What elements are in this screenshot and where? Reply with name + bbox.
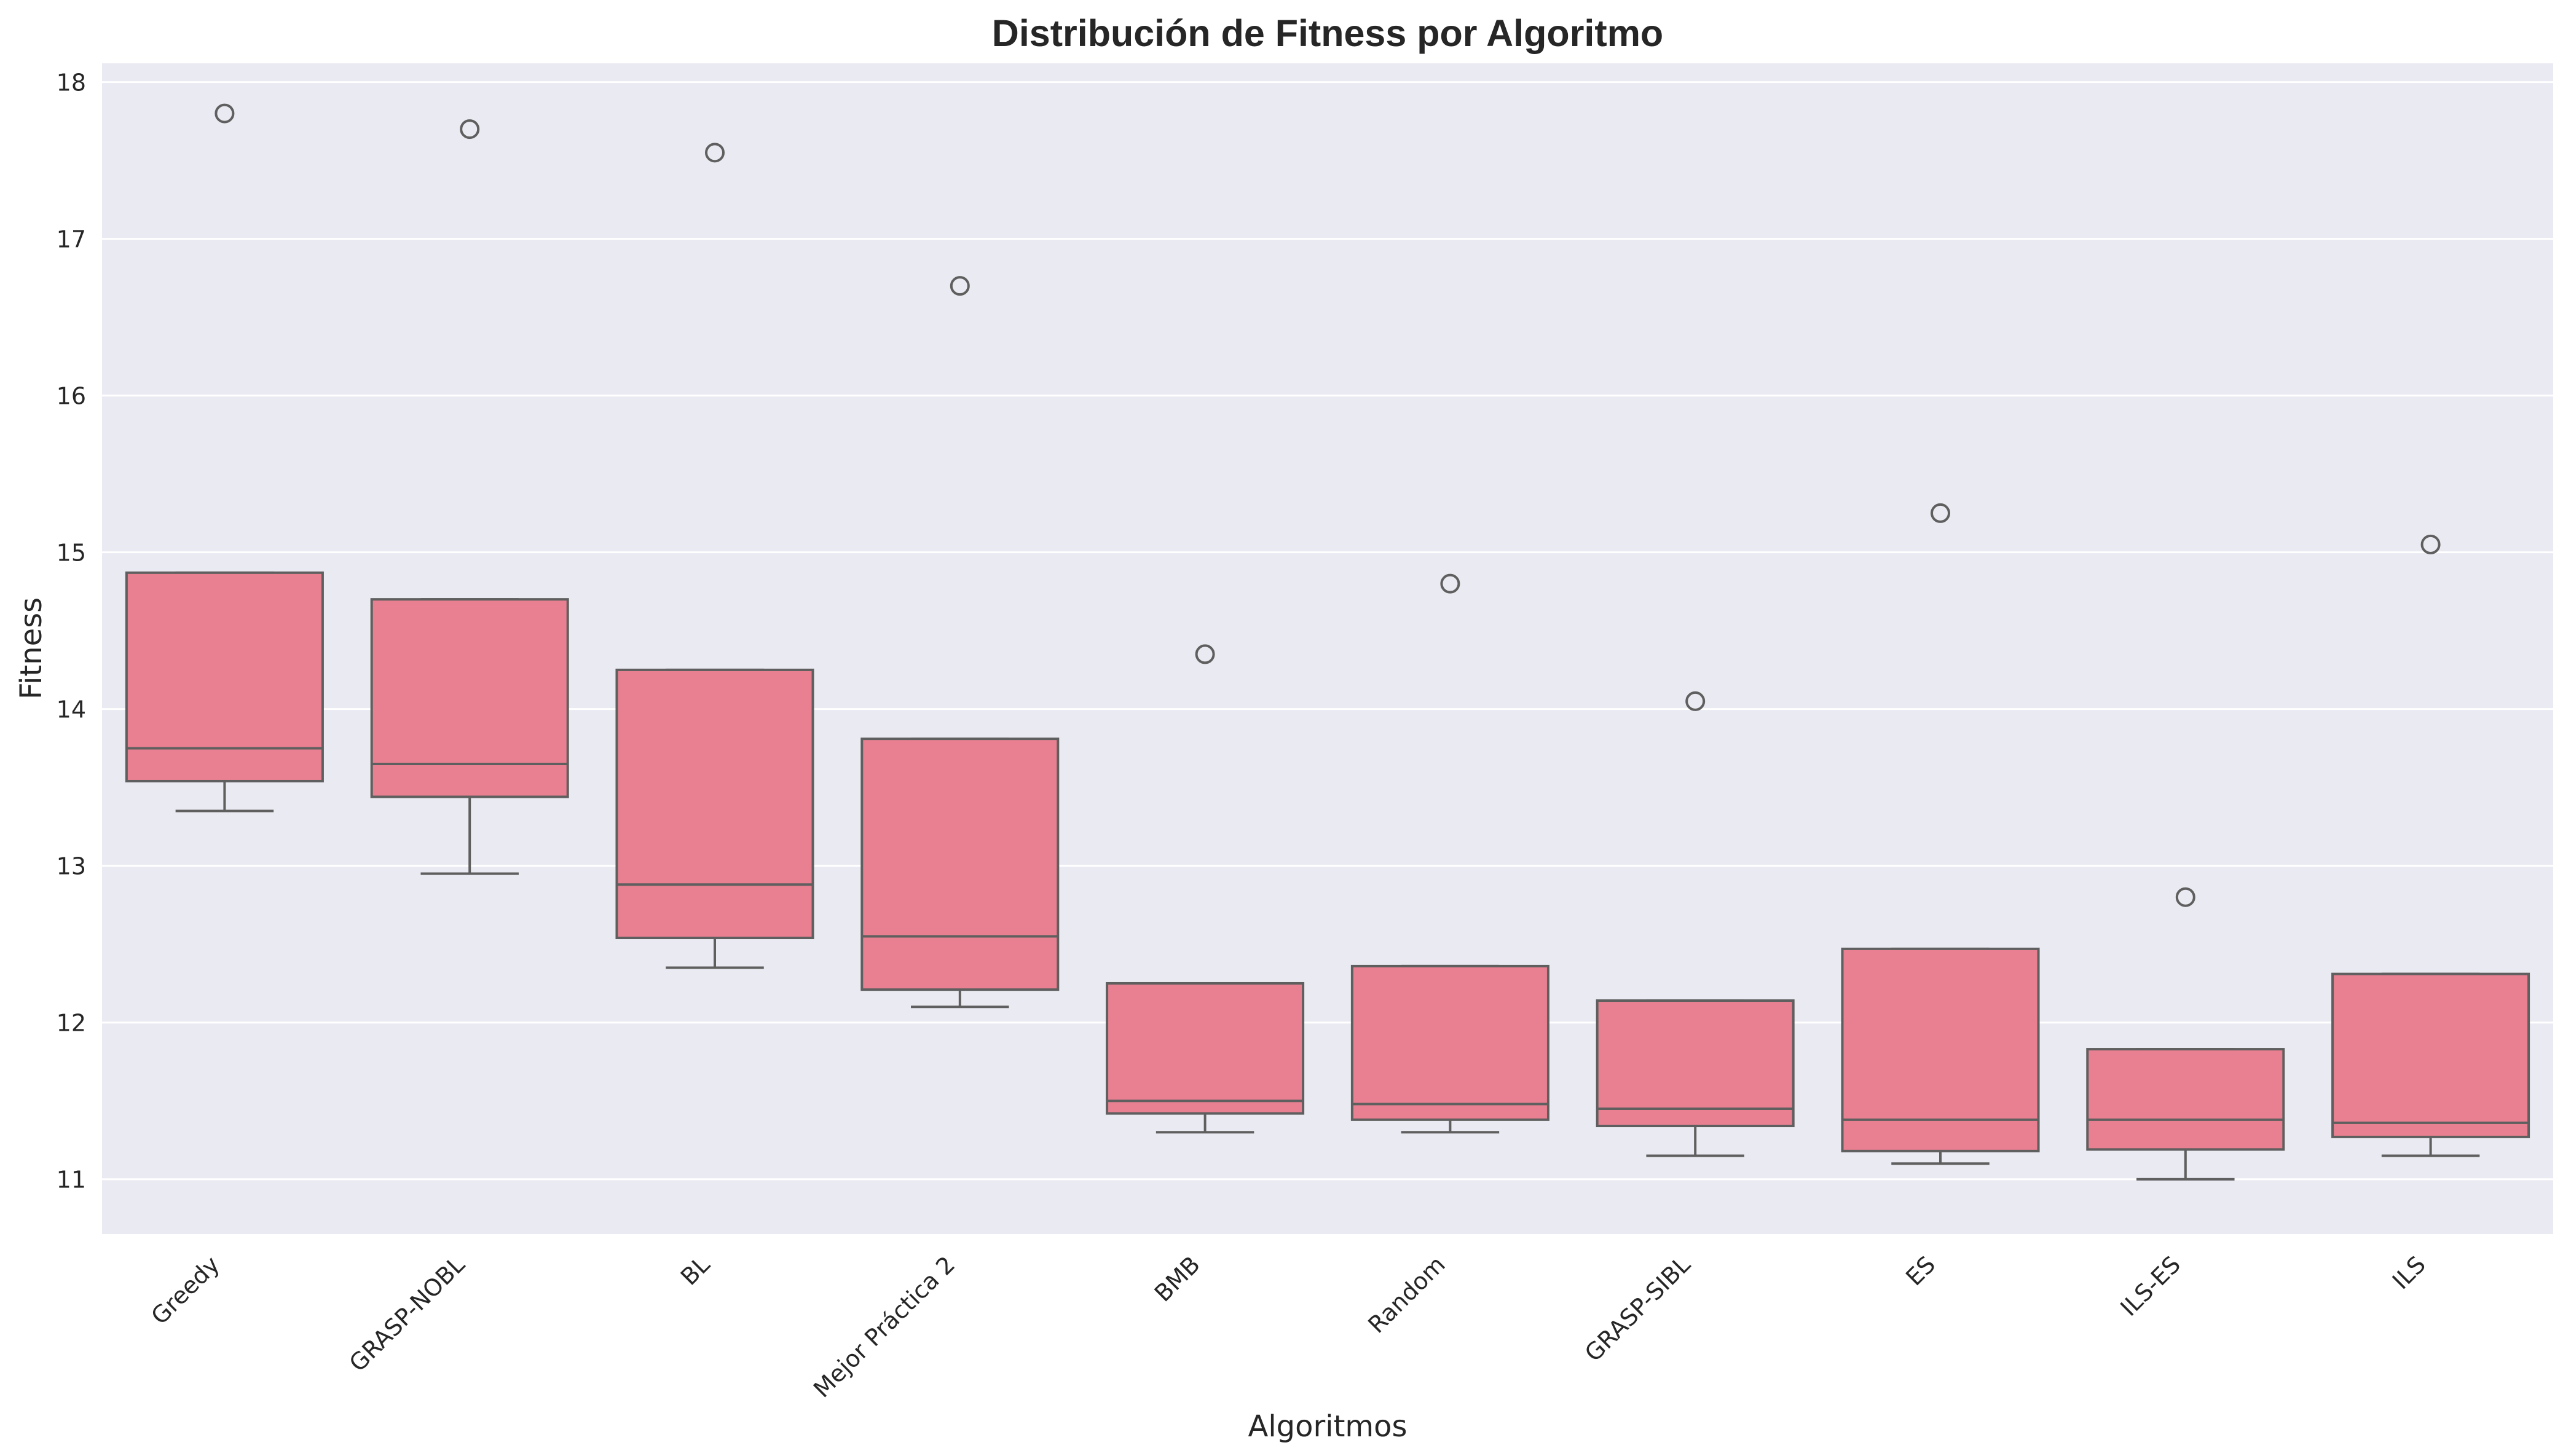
gridlines: [102, 81, 2553, 1181]
box-group: [370, 119, 569, 875]
outlier-point: [215, 103, 235, 124]
box-group: [1596, 691, 1795, 1157]
box-iqr: [1596, 999, 1795, 1128]
outlier-point: [950, 276, 970, 296]
box-group: [2331, 534, 2530, 1157]
y-tick-label: 17: [57, 226, 86, 253]
outlier-point: [1440, 573, 1460, 594]
box-iqr: [2331, 972, 2530, 1138]
outlier-point: [705, 143, 725, 163]
outlier-point: [1685, 691, 1706, 711]
boxes-layer: [125, 103, 2530, 1181]
box-iqr: [1106, 982, 1305, 1115]
outlier-point: [1195, 644, 1215, 664]
box-iqr: [1841, 947, 2040, 1152]
x-axis-label: Algoritmos: [1248, 1409, 1407, 1444]
box-group: [125, 103, 324, 813]
box-iqr: [1350, 964, 1549, 1121]
outlier-point: [1931, 503, 1950, 523]
box-group: [1841, 503, 2040, 1165]
box-iqr: [2086, 1048, 2285, 1151]
box-group: [1350, 573, 1549, 1134]
chart-title: Distribución de Fitness por Algoritmo: [992, 12, 1663, 54]
box-group: [1106, 644, 1305, 1134]
box-group: [860, 276, 1060, 1009]
y-tick-label: 11: [57, 1167, 86, 1194]
y-tick-label: 12: [57, 1010, 86, 1037]
box-iqr: [125, 571, 324, 782]
y-tick-labels: 11 12 13 14 15 16 17 18: [57, 69, 86, 1194]
y-tick-label: 15: [57, 540, 86, 567]
outlier-point: [2420, 534, 2441, 554]
box-group: [615, 143, 814, 969]
y-tick-label: 13: [57, 853, 86, 880]
box-iqr: [860, 738, 1060, 991]
y-axis-label: Fitness: [14, 597, 49, 699]
y-tick-label: 18: [57, 69, 86, 96]
y-tick-label: 16: [57, 383, 86, 410]
box-iqr: [370, 598, 569, 798]
y-tick-label: 14: [57, 696, 86, 723]
outlier-point: [2175, 887, 2195, 907]
box-group: [2086, 887, 2285, 1181]
outlier-point: [460, 119, 480, 140]
box-iqr: [615, 668, 814, 940]
